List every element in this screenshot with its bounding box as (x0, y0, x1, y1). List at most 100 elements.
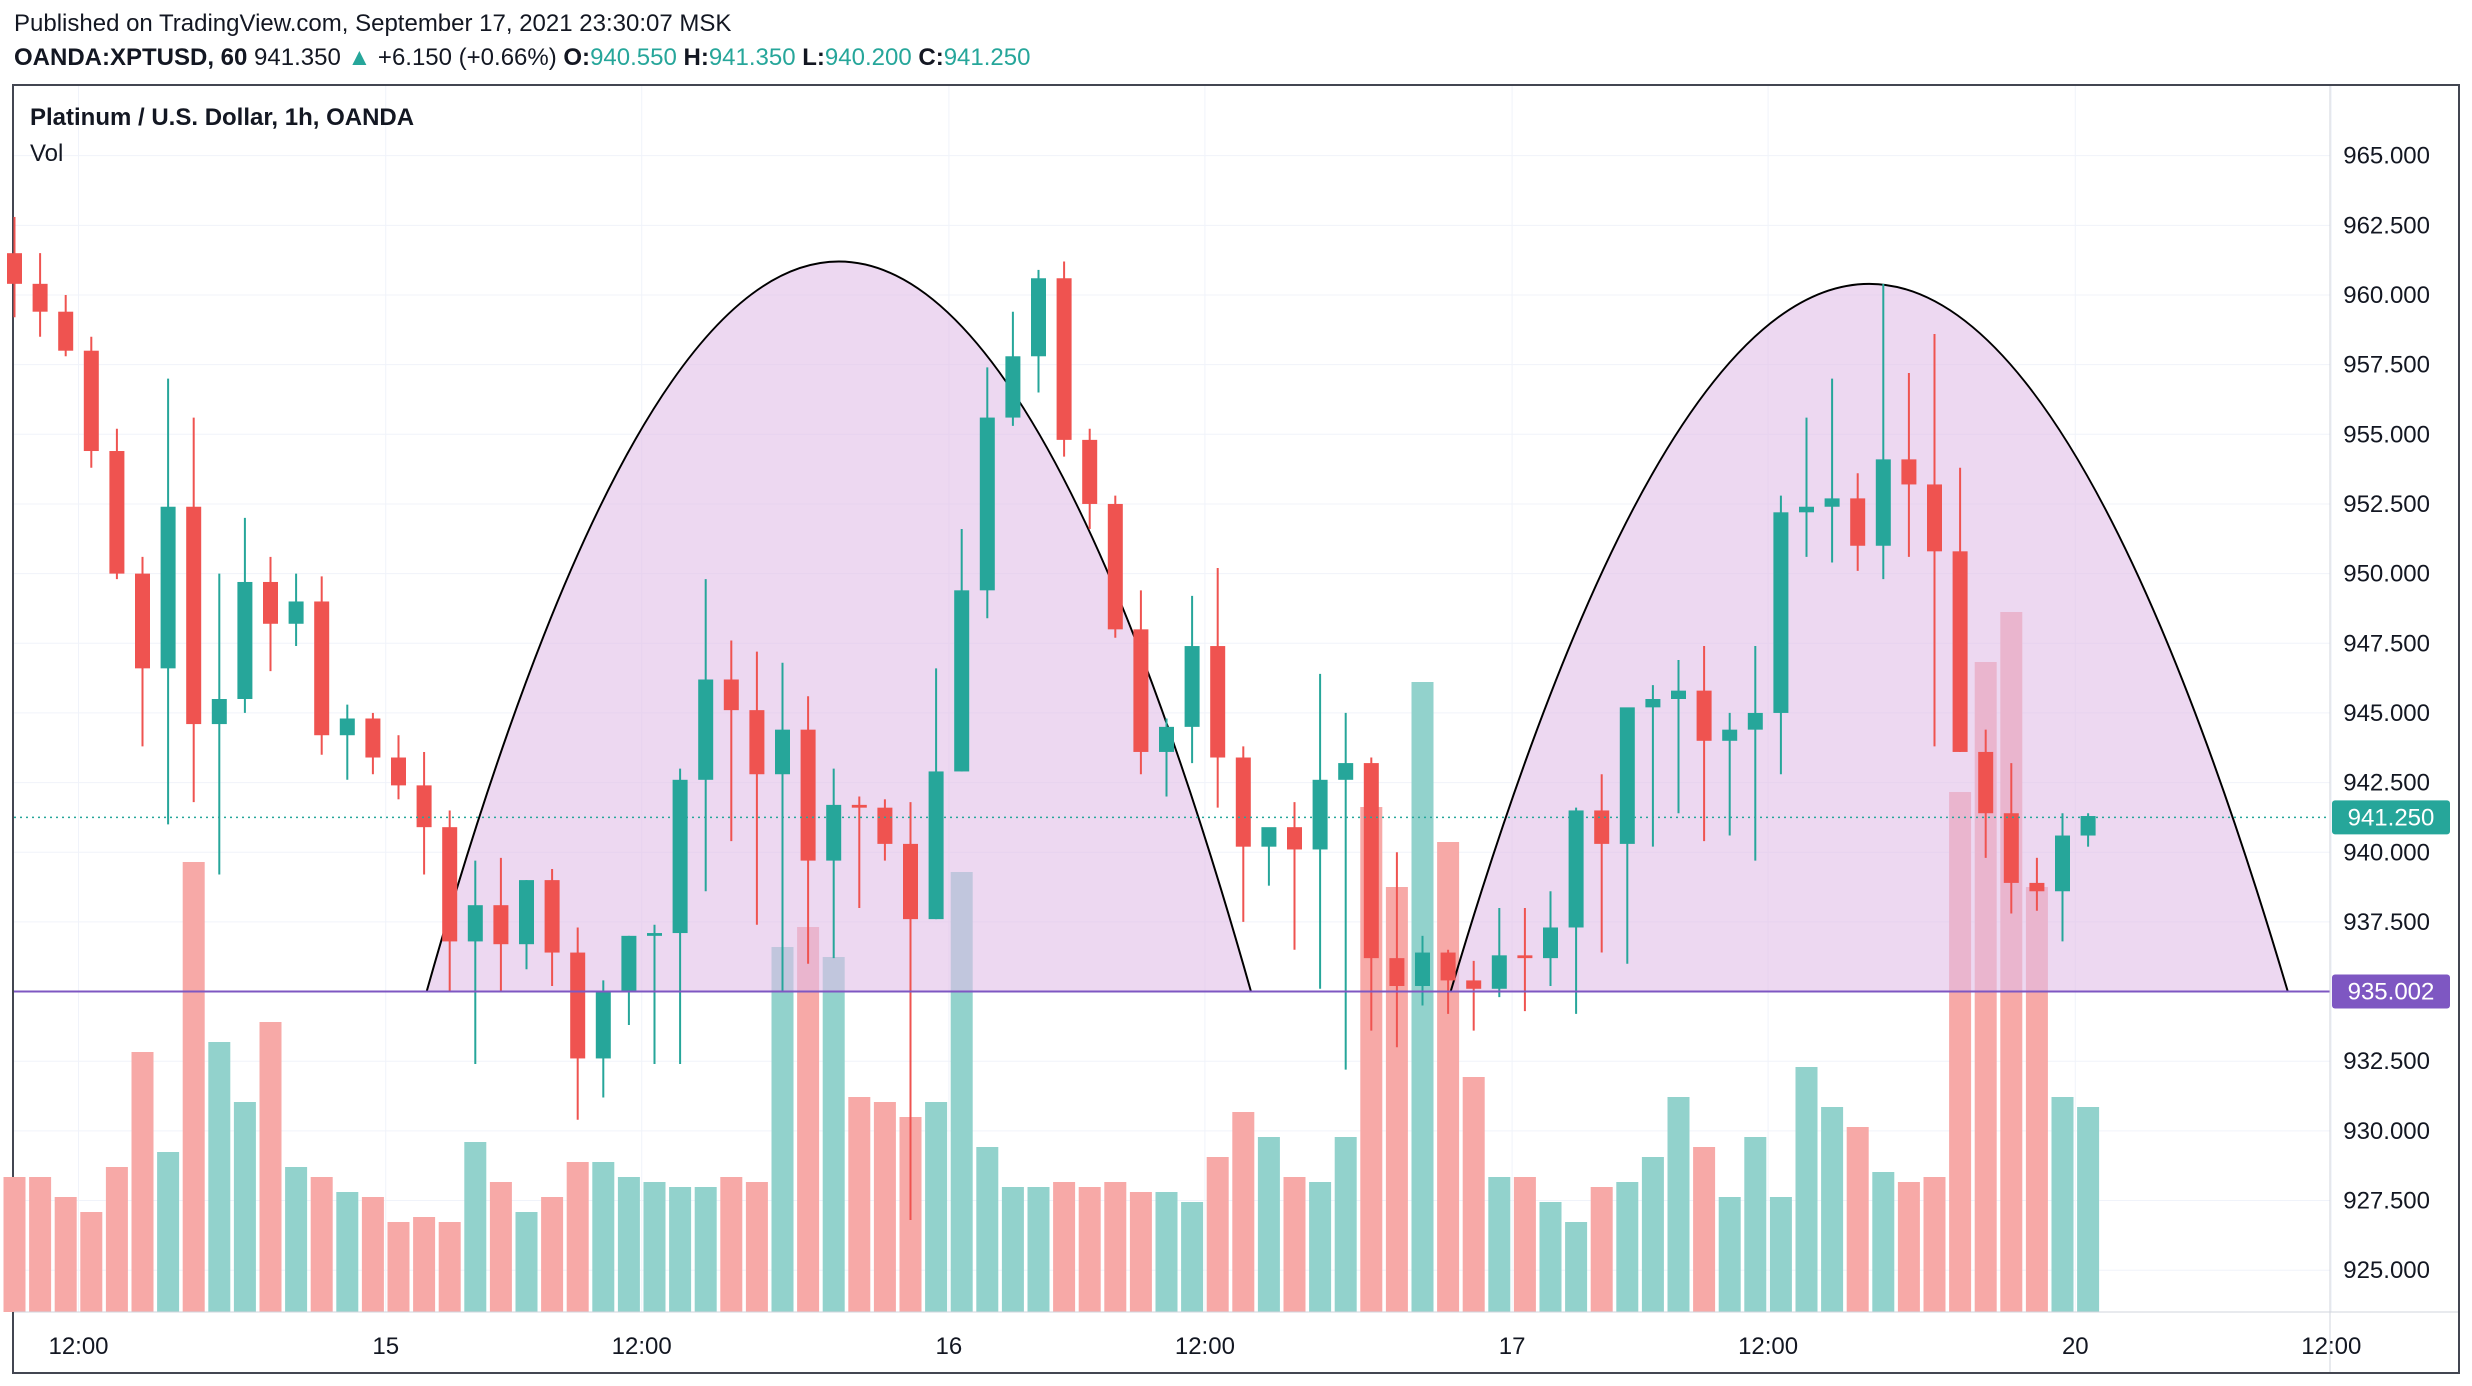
last-price: 941.350 (254, 44, 341, 71)
candle-body (314, 601, 330, 736)
price-tick-label: 960.000 (2343, 282, 2430, 309)
price-tick-label: 937.500 (2343, 909, 2430, 936)
candle-body (1824, 498, 1840, 507)
candle-body (493, 905, 509, 945)
volume-bar (361, 1197, 384, 1312)
volume-bar (1129, 1192, 1152, 1312)
candle-body (1671, 690, 1686, 699)
candle-body (749, 710, 765, 775)
chart-legend-title: Platinum / U.S. Dollar, 1h, OANDA (30, 104, 415, 131)
volume-bar (1155, 1192, 1178, 1312)
volume-bar (29, 1177, 52, 1312)
time-tick-label: 15 (372, 1333, 399, 1360)
candle-body (519, 880, 534, 945)
candle-body (877, 807, 893, 844)
volume-bar (745, 1182, 768, 1312)
candle-body (2080, 816, 2096, 836)
candle-body (595, 991, 611, 1059)
volume-bar (771, 947, 794, 1312)
candle-body (2029, 882, 2045, 892)
volume-legend: Vol (30, 140, 64, 167)
candle-body (1031, 278, 1046, 357)
time-tick-label: 12:00 (2301, 1333, 2361, 1360)
candle-body (1235, 757, 1251, 847)
volume-bar (1795, 1067, 1818, 1312)
price-tick-label: 942.500 (2343, 770, 2430, 797)
price-tick-label: 962.500 (2343, 212, 2430, 239)
candle-body (851, 804, 867, 808)
time-axis[interactable]: 12:00 15 12:00 16 12:00 17 12:00 20 12:00 (48, 1333, 2361, 1360)
volume-bar (1053, 1182, 1076, 1312)
volume-bar (848, 1097, 871, 1312)
candle-body (32, 283, 48, 312)
volume-bar (438, 1222, 461, 1312)
volume-bar (669, 1187, 692, 1312)
candle-body (672, 779, 688, 934)
price-labels: 941.250 935.002 (2332, 800, 2450, 1009)
volume-bar (208, 1042, 231, 1312)
low-label: L: (802, 44, 825, 71)
price-tick-label: 950.000 (2343, 561, 2430, 588)
candle-body (1133, 629, 1149, 752)
candle-body (698, 679, 714, 780)
candle-body (1619, 707, 1635, 844)
candle-body (467, 905, 483, 942)
price-axis[interactable]: 925.000927.500930.000932.500935.000937.5… (2343, 143, 2430, 1285)
candle-body (621, 935, 637, 992)
candle-body (1184, 646, 1200, 727)
candle-body (186, 506, 202, 725)
candle-body (263, 581, 278, 624)
volume-bar (1309, 1182, 1332, 1312)
candle-body (1056, 278, 1072, 440)
candle-body (7, 253, 22, 284)
candle-body (1466, 980, 1482, 989)
candle-body (903, 843, 918, 920)
price-change: +6.150 (+0.66%) (377, 44, 557, 71)
volume-bar (1718, 1197, 1741, 1312)
volume-bar (797, 927, 820, 1312)
support-price-label-bg (2332, 974, 2450, 1009)
volume-bar (1923, 1177, 1946, 1312)
volume-bar (285, 1167, 308, 1312)
price-tick-label: 955.000 (2343, 421, 2430, 448)
volume-bar (1897, 1182, 1920, 1312)
close-value: 941.250 (943, 44, 1031, 71)
volume-bar (131, 1052, 154, 1312)
volume-bar (1257, 1137, 1280, 1312)
volume-bar (1181, 1202, 1204, 1312)
candle-body (2055, 835, 2070, 892)
volume-bar (105, 1167, 128, 1312)
candle-body (1005, 356, 1021, 418)
volume-bar (592, 1162, 615, 1312)
volume-bar (182, 862, 205, 1312)
price-tick-label: 930.000 (2343, 1118, 2430, 1145)
open-value: 940.550 (590, 44, 677, 71)
candle-body (1850, 498, 1866, 546)
candle-body (544, 880, 560, 953)
candle-body (1952, 551, 1968, 752)
candle-body (1543, 927, 1558, 959)
time-tick-label: 17 (1499, 1333, 1526, 1360)
volume-bar (925, 1102, 948, 1312)
candle-body (1978, 751, 1994, 814)
candle-body (979, 417, 995, 591)
candle-body (1875, 459, 1891, 546)
candle-body (1773, 512, 1789, 713)
time-tick-label: 12:00 (48, 1333, 108, 1360)
open-label: O: (563, 44, 591, 71)
support-price-label: 935.002 (2348, 979, 2435, 1006)
candle-body (1722, 729, 1738, 741)
candle-body (570, 952, 586, 1059)
candle-body (1261, 827, 1277, 847)
symbol-label: OANDA:XPTUSD, 60 (14, 44, 248, 71)
candle-body (1517, 955, 1533, 959)
volume-bar (336, 1192, 359, 1312)
candle-body (1927, 484, 1942, 552)
candle-body (1082, 439, 1098, 504)
volume-bar (1846, 1127, 1869, 1312)
volume-bar (157, 1152, 180, 1312)
price-tick-label: 957.500 (2343, 352, 2430, 379)
volume-bar (1616, 1182, 1639, 1312)
chart-frame (12, 84, 2460, 1374)
